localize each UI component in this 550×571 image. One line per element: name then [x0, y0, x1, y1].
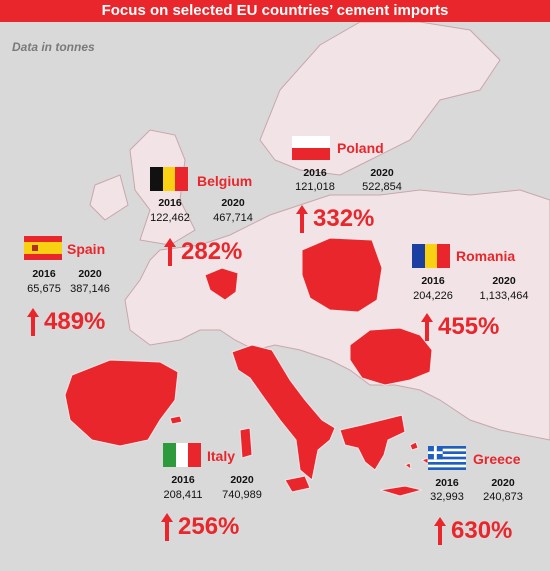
italy-shape [231, 344, 336, 481]
balearic-shape [169, 415, 183, 425]
belgium-year-2020: 2020 [221, 197, 245, 209]
ireland-land [89, 174, 129, 221]
sicily-shape [284, 475, 311, 493]
italy-flag [163, 443, 201, 467]
poland-year-2020: 2020 [370, 167, 394, 179]
poland-change: 332% [295, 205, 374, 233]
romania-flag [412, 244, 450, 268]
poland-year-2016: 2016 [303, 167, 327, 179]
poland-change-value: 332% [313, 205, 375, 232]
greece-year-2016: 2016 [435, 477, 459, 489]
spain-change: 489% [26, 308, 105, 336]
up-arrow-icon [164, 238, 176, 266]
up-arrow-icon [421, 313, 433, 341]
greece-change: 630% [433, 517, 512, 545]
highlighted-countries [64, 237, 433, 497]
spain-year-2016: 2016 [32, 268, 56, 280]
spain-flag [24, 236, 62, 260]
belgium-flag [150, 167, 188, 191]
greece-label: Greece [473, 451, 521, 467]
poland-value-2020: 522,854 [362, 181, 402, 193]
greece-flag [428, 446, 466, 470]
romania-value-2016: 204,226 [413, 290, 453, 302]
spain-label: Spain [67, 241, 106, 257]
belgium-value-2016: 122,462 [150, 212, 190, 224]
sardinia-shape [239, 427, 253, 459]
greece-value-2020: 240,873 [483, 491, 523, 503]
belgium-year-2016: 2016 [158, 197, 182, 209]
spain-value-2020: 387,146 [70, 283, 110, 295]
italy-year-2016: 2016 [171, 474, 195, 486]
romania-shape [349, 327, 433, 386]
greece-value-2016: 32,993 [430, 491, 464, 503]
spain-value-2016: 65,675 [27, 283, 61, 295]
poland-flag [292, 136, 330, 160]
spain-year-2020: 2020 [78, 268, 102, 280]
romania-change: 455% [420, 313, 499, 341]
italy-change-value: 256% [178, 513, 240, 540]
belgium-value-2020: 467,714 [213, 212, 253, 224]
romania-value-2020: 1,133,464 [479, 290, 529, 302]
italy-value-2020: 740,989 [222, 489, 262, 501]
belgium-change: 282% [163, 238, 242, 266]
belgium-label: Belgium [197, 173, 253, 189]
romania-change-value: 455% [438, 313, 500, 340]
crete-shape [379, 485, 423, 497]
poland-label: Poland [337, 140, 384, 156]
greece-flag-graphic [428, 446, 466, 470]
belgium-change-value: 282% [181, 238, 243, 265]
greece-shape [339, 414, 406, 471]
up-arrow-icon [434, 517, 446, 545]
up-arrow-icon [27, 308, 39, 336]
italy-change: 256% [160, 513, 239, 541]
spain-change-value: 489% [44, 308, 106, 335]
poland-shape [301, 237, 383, 313]
title-bar: Focus on selected EU countries’ cement i… [0, 0, 550, 22]
belgium-shape [204, 267, 239, 301]
romania-year-2016: 2016 [421, 275, 445, 287]
greece-year-2020: 2020 [491, 477, 515, 489]
spain-shape [64, 359, 179, 447]
romania-label: Romania [456, 248, 516, 264]
greek-islands-shape [403, 441, 429, 471]
units-note: Data in tonnes [12, 40, 95, 54]
up-arrow-icon [161, 513, 173, 541]
greece-change-value: 630% [451, 517, 513, 544]
romania-year-2020: 2020 [492, 275, 516, 287]
italy-value-2016: 208,411 [163, 489, 203, 501]
italy-year-2020: 2020 [230, 474, 254, 486]
up-arrow-icon [296, 205, 308, 233]
italy-label: Italy [207, 448, 236, 464]
poland-value-2016: 121,018 [295, 181, 335, 193]
